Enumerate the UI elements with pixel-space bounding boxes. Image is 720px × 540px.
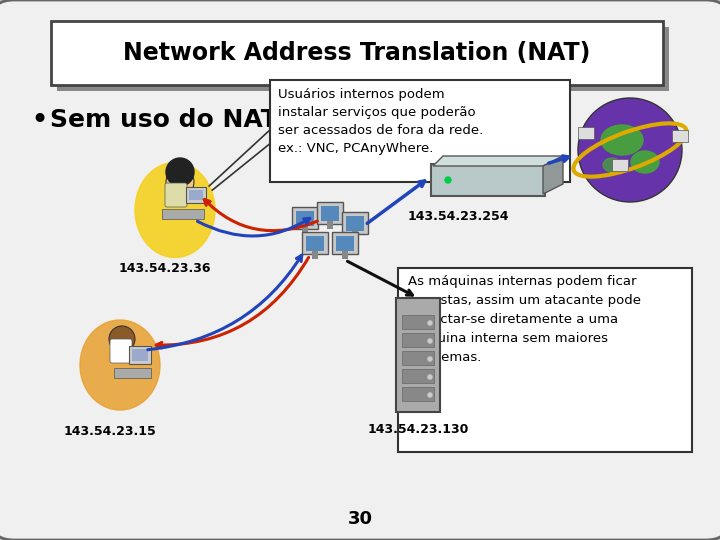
FancyBboxPatch shape (578, 127, 594, 139)
FancyBboxPatch shape (110, 339, 132, 363)
FancyBboxPatch shape (186, 187, 206, 203)
Polygon shape (543, 156, 563, 194)
FancyBboxPatch shape (402, 315, 434, 329)
Circle shape (109, 326, 135, 352)
FancyBboxPatch shape (302, 232, 328, 254)
FancyBboxPatch shape (402, 369, 434, 383)
Text: 143.54.23.15: 143.54.23.15 (63, 425, 156, 438)
FancyBboxPatch shape (57, 27, 669, 91)
FancyBboxPatch shape (312, 251, 318, 259)
Text: Network Address Translation (NAT): Network Address Translation (NAT) (123, 41, 590, 65)
Text: As máquinas internas podem ficar
expostas, assim um atacante pode
conectar-se di: As máquinas internas podem ficar exposta… (408, 275, 641, 364)
FancyBboxPatch shape (431, 164, 545, 196)
Text: 143.54.23.130: 143.54.23.130 (367, 423, 469, 436)
FancyBboxPatch shape (398, 268, 692, 452)
Circle shape (428, 321, 432, 325)
Polygon shape (433, 156, 563, 166)
FancyBboxPatch shape (317, 202, 343, 224)
Circle shape (428, 339, 432, 343)
FancyBboxPatch shape (396, 298, 440, 412)
Circle shape (578, 98, 682, 202)
Text: •: • (30, 105, 48, 134)
Circle shape (445, 177, 451, 183)
FancyBboxPatch shape (296, 211, 314, 226)
FancyBboxPatch shape (342, 212, 368, 234)
Circle shape (428, 393, 432, 397)
Text: 30: 30 (348, 510, 372, 528)
FancyBboxPatch shape (332, 232, 358, 254)
FancyBboxPatch shape (342, 251, 348, 259)
Circle shape (166, 168, 194, 196)
FancyBboxPatch shape (51, 21, 663, 85)
FancyBboxPatch shape (402, 333, 434, 347)
Text: 143.54.23.36: 143.54.23.36 (119, 262, 211, 275)
Ellipse shape (80, 320, 160, 410)
FancyBboxPatch shape (114, 368, 151, 378)
FancyBboxPatch shape (270, 80, 570, 182)
FancyBboxPatch shape (306, 236, 324, 251)
FancyBboxPatch shape (402, 351, 434, 365)
FancyBboxPatch shape (129, 346, 151, 364)
FancyBboxPatch shape (672, 130, 688, 142)
Circle shape (166, 158, 194, 186)
Text: Usuários internos podem
instalar serviços que poderão
ser acessados de fora da r: Usuários internos podem instalar serviço… (278, 88, 483, 155)
Text: Sem uso do NAT: Sem uso do NAT (50, 108, 278, 132)
FancyBboxPatch shape (402, 387, 434, 401)
FancyBboxPatch shape (352, 231, 358, 239)
FancyBboxPatch shape (292, 207, 318, 229)
FancyBboxPatch shape (346, 216, 364, 231)
Ellipse shape (601, 125, 643, 155)
Ellipse shape (631, 151, 659, 173)
Text: 143.54.23.254: 143.54.23.254 (408, 210, 509, 223)
Ellipse shape (135, 163, 215, 258)
FancyBboxPatch shape (162, 209, 204, 219)
FancyBboxPatch shape (165, 183, 187, 207)
Circle shape (428, 357, 432, 361)
FancyBboxPatch shape (612, 159, 628, 171)
FancyBboxPatch shape (336, 236, 354, 251)
FancyBboxPatch shape (302, 226, 308, 234)
Ellipse shape (603, 158, 621, 172)
Circle shape (428, 375, 432, 379)
FancyBboxPatch shape (321, 206, 339, 221)
FancyBboxPatch shape (327, 221, 333, 229)
FancyBboxPatch shape (132, 349, 148, 361)
FancyBboxPatch shape (189, 190, 203, 200)
